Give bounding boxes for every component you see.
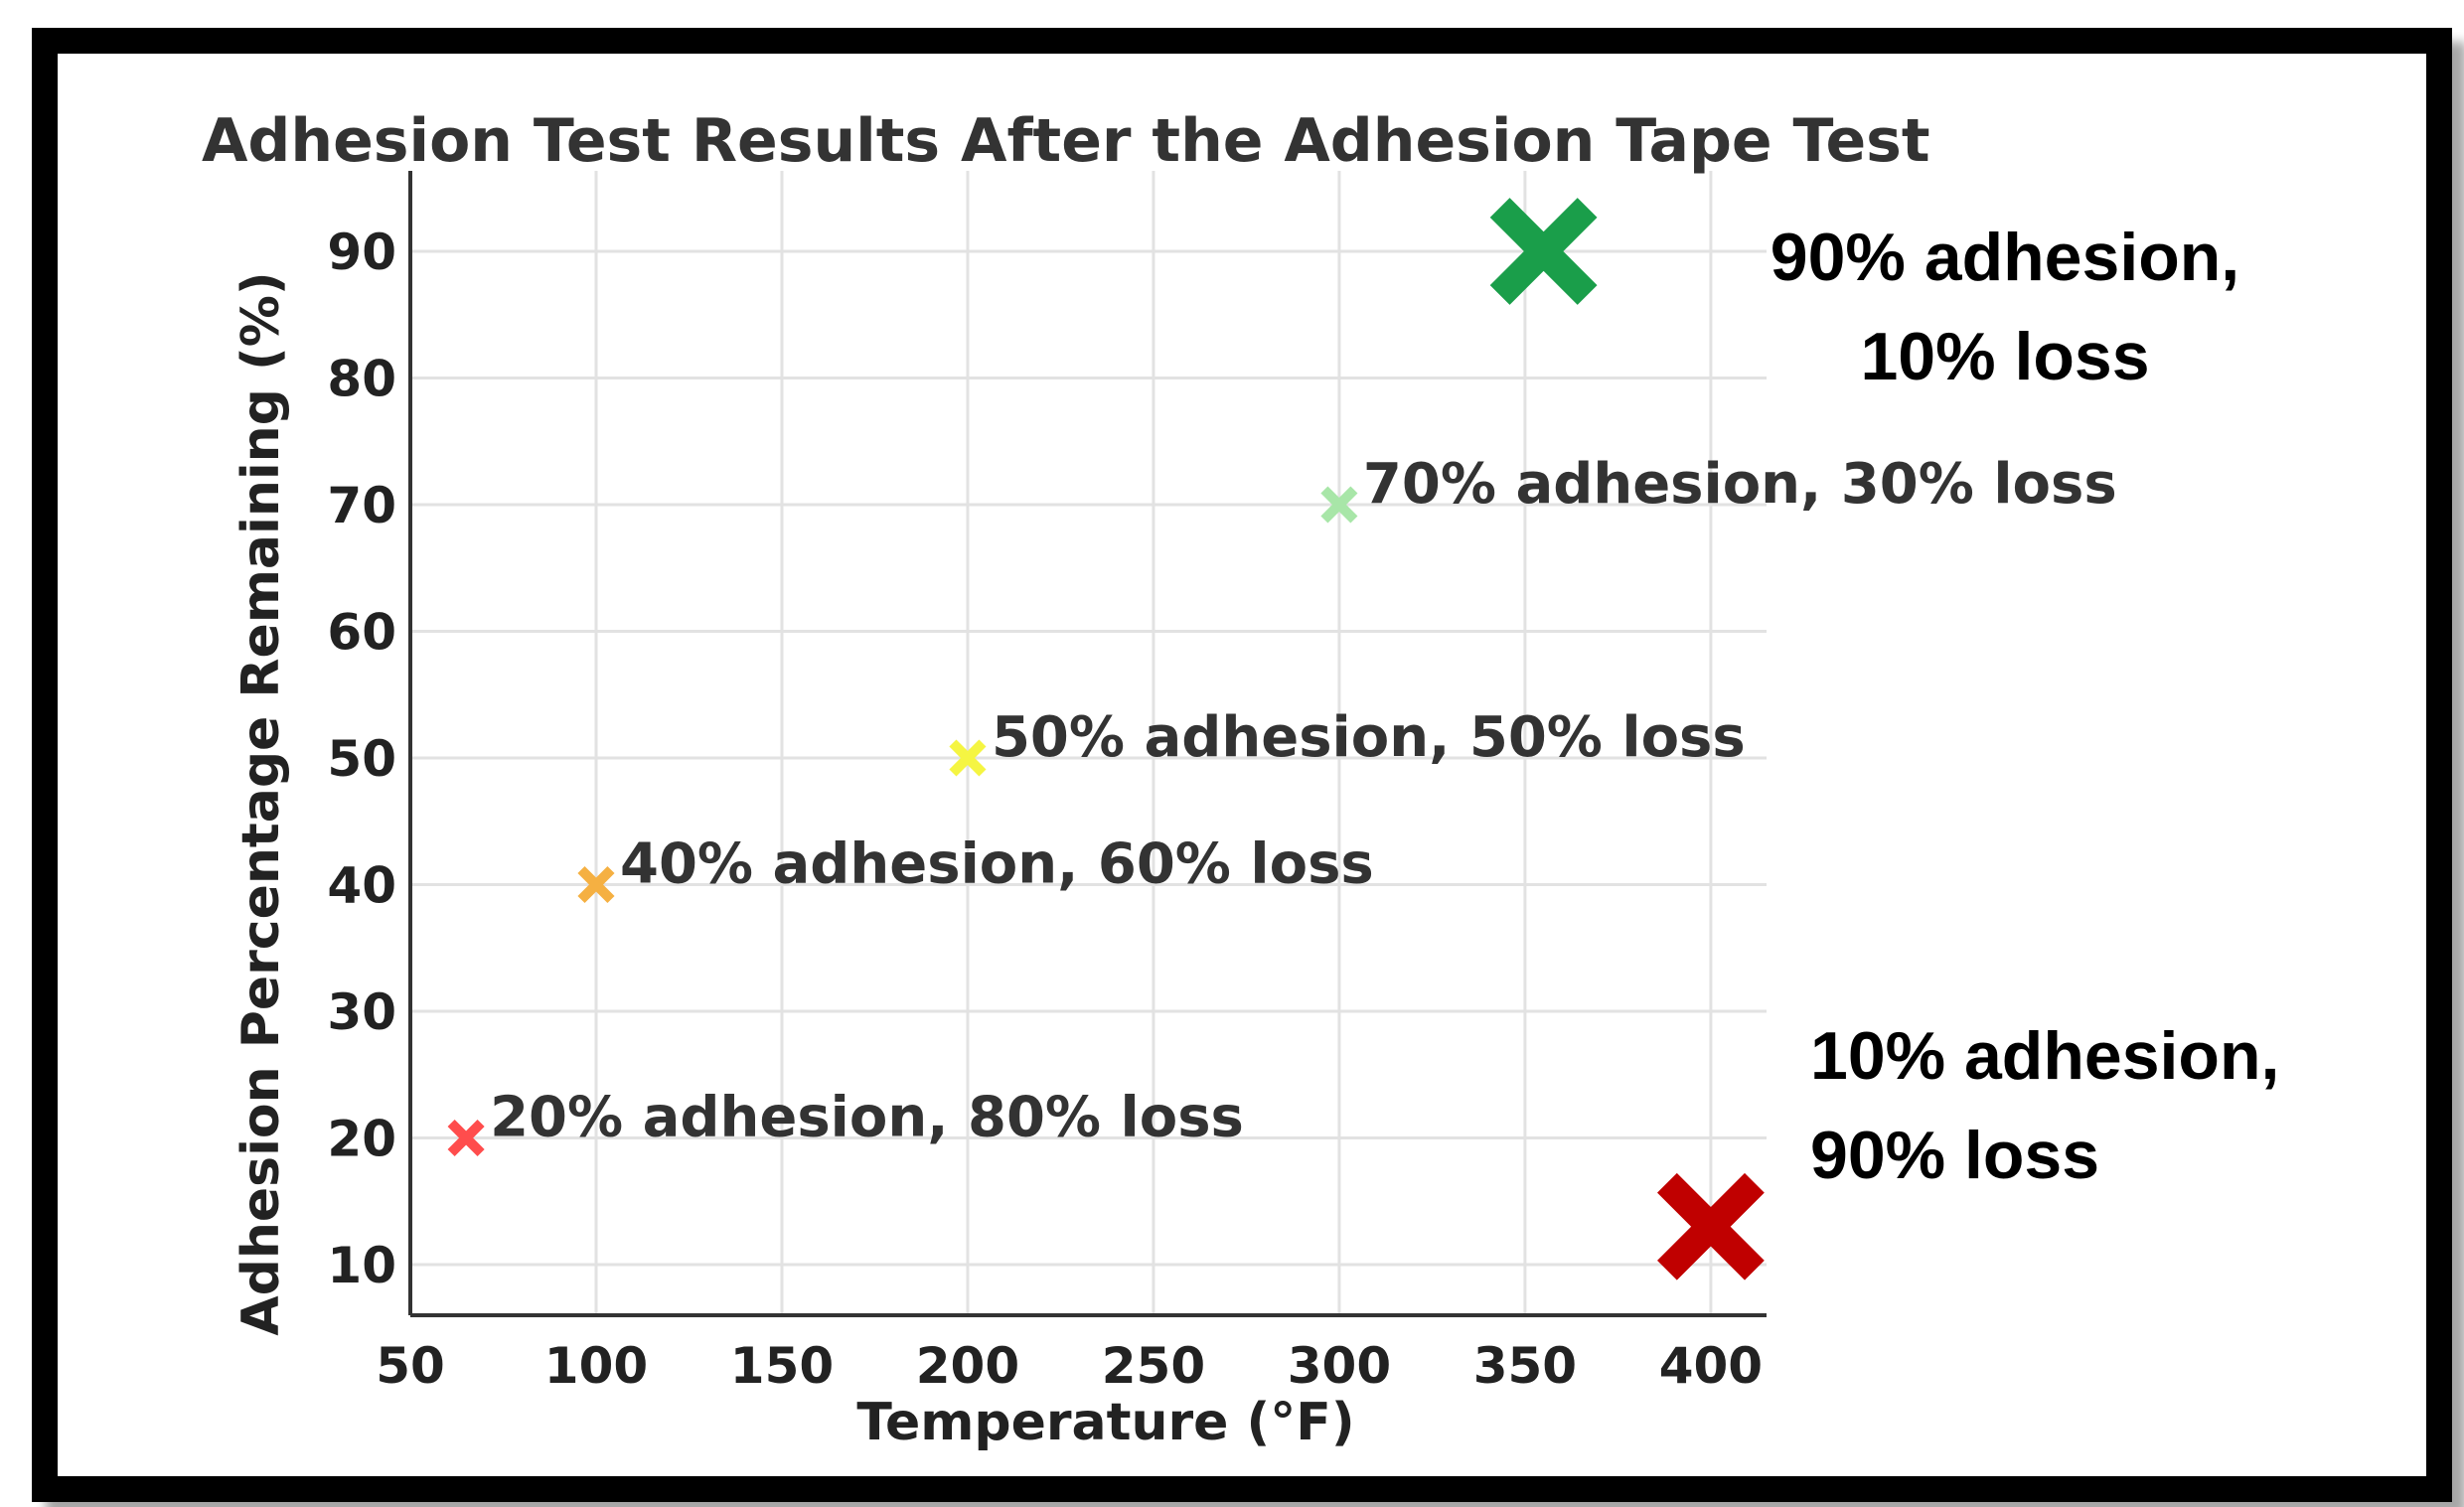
grid (408, 171, 1767, 1315)
y-tick-label: 10 (327, 1237, 396, 1294)
y-tick-label: 50 (327, 730, 396, 788)
data-point (949, 739, 987, 777)
tick-labels: 50 100 150 200 250 300 350 400 10 20 30 40 50 60 70 80 9… (327, 224, 1763, 1395)
y-tick-label: 20 (327, 1111, 396, 1168)
data-point (447, 1119, 485, 1157)
y-tick-label: 90 (327, 224, 396, 281)
axes (408, 171, 1767, 1317)
chart-title: Adhesion Test Results After the Adhesion… (202, 106, 1930, 176)
callout-label: 90% adhesion, (1771, 220, 2239, 295)
data-point (577, 865, 615, 904)
point-labels: 20% adhesion, 80% loss 40% adhesion, 60% … (490, 220, 2279, 1193)
y-axis-label: Adhesion Percentage Remaining (%) (231, 271, 291, 1335)
y-tick-label: 60 (327, 604, 396, 662)
y-tick-label: 70 (327, 477, 396, 534)
x-tick-label: 250 (1102, 1337, 1205, 1395)
data-label: 20% adhesion, 80% loss (490, 1086, 1244, 1150)
y-tick-label: 80 (327, 351, 396, 408)
callout-point (1657, 1172, 1765, 1281)
callout-label: 10% adhesion, (1810, 1018, 2279, 1094)
x-axis-label: Temperature (°F) (856, 1393, 1354, 1452)
data-label: 40% adhesion, 60% loss (620, 832, 1374, 897)
x-tick-label: 150 (730, 1337, 834, 1395)
chart-frame: 50 100 150 200 250 300 350 400 10 20 30 40 50 60 70 80 9… (32, 28, 2452, 1502)
x-tick-label: 300 (1288, 1337, 1391, 1395)
x-tick-label: 50 (376, 1337, 445, 1395)
scatter-chart: 50 100 150 200 250 300 350 400 10 20 30 40 50 60 70 80 9… (202, 106, 2279, 1452)
data-point (1320, 486, 1358, 524)
y-tick-label: 40 (327, 857, 396, 915)
data-label: 70% adhesion, 30% loss (1363, 452, 2117, 517)
callout-point (1489, 198, 1598, 305)
x-tick-label: 100 (544, 1337, 648, 1395)
x-tick-label: 400 (1659, 1337, 1763, 1395)
data-label: 50% adhesion, 50% loss (992, 705, 1746, 770)
callout-label: 90% loss (1810, 1118, 2099, 1193)
x-tick-label: 350 (1473, 1337, 1577, 1395)
x-tick-label: 200 (916, 1337, 1019, 1395)
y-tick-label: 30 (327, 983, 396, 1041)
data-points (447, 198, 1765, 1281)
callout-label: 10% loss (1860, 319, 2149, 394)
